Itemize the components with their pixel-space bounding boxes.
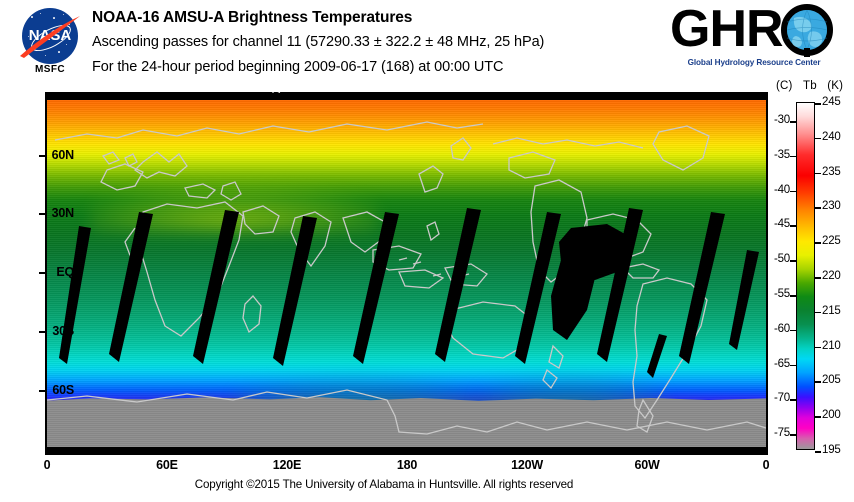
- cb-k-210: 210: [822, 339, 841, 352]
- ghrc-wordmark-icon: GHR: [670, 2, 833, 58]
- x-tick-label-120e: 120E: [272, 458, 302, 472]
- cb-k-245: 245: [822, 96, 841, 108]
- cb-k-205: 205: [822, 374, 841, 387]
- warm-anomaly-north: [90, 140, 378, 230]
- colorbar-unit-kelvin: (K): [827, 80, 844, 92]
- chart-period: For the 24-hour period beginning 2009-06…: [92, 59, 504, 75]
- cb-c-40: -40: [773, 183, 790, 196]
- chart-subtitle: Ascending passes for channel 11 (57290.3…: [92, 34, 545, 50]
- cb-c-35: -35: [773, 148, 790, 161]
- cb-c-30: -30: [773, 114, 790, 126]
- map-plot: [45, 86, 768, 455]
- cb-c-60: -60: [773, 322, 790, 335]
- cb-k-235: 235: [822, 165, 841, 178]
- cb-k-220: 220: [822, 270, 841, 282]
- cb-c-75: -75: [773, 427, 790, 440]
- svg-text:GHR: GHR: [670, 2, 783, 58]
- y-tick-label-30n: 30N: [51, 206, 75, 220]
- colorbar-unit-celsius: (C): [776, 80, 793, 92]
- x-tick-label-60e: 60E: [156, 458, 178, 472]
- ghrc-tagline: Global Hydrology Resource Center: [687, 58, 821, 67]
- cb-k-230: 230: [822, 200, 841, 213]
- cb-c-55: -55: [773, 288, 790, 300]
- cb-c-65: -65: [773, 357, 790, 370]
- header: NASA MSFC NOAA-16 AMSU-A Brightness Temp…: [0, 0, 854, 92]
- x-tick-label-0e: 0: [43, 458, 51, 472]
- cb-c-70: -70: [773, 392, 790, 405]
- map-canvas: [47, 100, 766, 447]
- x-tick-label-120w: 120W: [511, 458, 543, 472]
- cb-c-45: -45: [773, 218, 790, 231]
- x-tick-label-60w: 60W: [634, 458, 660, 472]
- ghrc-logo: GHR Global Hydrology Resource Center: [670, 2, 838, 78]
- chart-title: NOAA-16 AMSU-A Brightness Temperatures: [92, 9, 413, 26]
- cb-k-240: 240: [822, 130, 841, 143]
- cb-c-50: -50: [773, 253, 790, 266]
- copyright-notice: Copyright ©2015 The University of Alabam…: [194, 478, 574, 491]
- y-tick-label-30s: 30S: [52, 324, 74, 338]
- colorbar-title: (C) Tb (K): [776, 80, 854, 92]
- y-tick-label-60s: 60S: [52, 383, 74, 397]
- nasa-center-label: MSFC: [35, 64, 65, 75]
- colorbar: (C) Tb (K) 245 240 235 230 225 220 215 2…: [774, 80, 854, 462]
- brightness-temperature-map[interactable]: [47, 100, 766, 447]
- nasa-logo: NASA MSFC: [14, 6, 86, 78]
- title-block: NOAA-16 AMSU-A Brightness Temperatures A…: [92, 6, 672, 80]
- nasa-swoosh-icon: [20, 16, 80, 58]
- y-tick-label-60n: 60N: [51, 148, 75, 162]
- antarctica-nodata-region: [47, 401, 766, 447]
- cb-k-225: 225: [822, 235, 841, 248]
- colorbar-gradient: [796, 102, 815, 450]
- colorbar-variable: Tb: [802, 80, 817, 92]
- cb-k-200: 200: [822, 409, 841, 422]
- cb-k-215: 215: [822, 304, 841, 317]
- cb-k-195: 195: [822, 444, 841, 456]
- y-tick-label-eq: EQ: [56, 265, 74, 279]
- x-tick-label-180: 180: [396, 458, 418, 472]
- x-tick-label-0w: 0: [762, 458, 770, 472]
